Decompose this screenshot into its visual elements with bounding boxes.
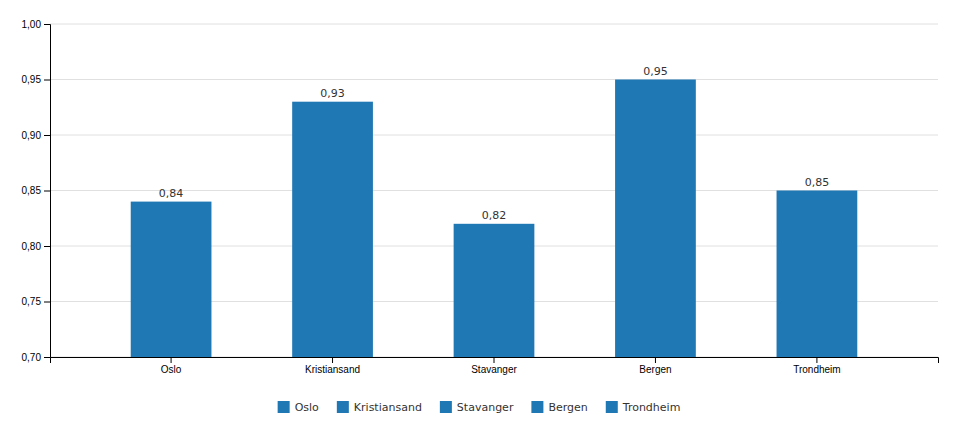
x-tick-mark bbox=[332, 357, 333, 363]
bar bbox=[131, 202, 212, 357]
bar bbox=[454, 224, 535, 357]
x-tick: Stavanger bbox=[471, 357, 517, 375]
bar bbox=[292, 102, 373, 357]
legend-label: Stavanger bbox=[457, 401, 514, 414]
x-tick-mark bbox=[171, 357, 172, 363]
y-tick-label: 0,95 bbox=[22, 74, 42, 85]
legend: Oslo Kristiansand Stavanger Bergen Trondheim bbox=[278, 401, 681, 414]
y-tick: 0,95 bbox=[22, 74, 50, 85]
legend-swatch bbox=[278, 401, 290, 413]
legend-item: Bergen bbox=[531, 401, 587, 414]
legend-label: Kristiansand bbox=[354, 401, 422, 414]
y-tick: 0,90 bbox=[22, 130, 50, 141]
y-axis: 0,70 0,75 0,80 0,85 0,90 0,95 1,00 bbox=[22, 19, 51, 363]
y-tick-mark bbox=[44, 302, 50, 303]
data-label: 0,85 bbox=[805, 176, 830, 189]
y-tick-label: 0,75 bbox=[22, 296, 42, 307]
x-tick-mark bbox=[655, 357, 656, 363]
y-axis-line bbox=[44, 25, 51, 358]
y-tick: 0,75 bbox=[22, 296, 50, 307]
legend-item: Stavanger bbox=[440, 401, 514, 414]
legend-swatch bbox=[440, 401, 452, 413]
y-tick-mark bbox=[44, 246, 50, 247]
legend-item: Trondheim bbox=[606, 401, 681, 414]
x-axis: Oslo Kristiansand Stavanger Bergen Trondheim bbox=[51, 357, 939, 375]
x-tick: Bergen bbox=[639, 357, 671, 375]
bar bbox=[615, 80, 696, 358]
chart-svg: 0,70 0,75 0,80 0,85 0,90 0,95 1,00 Oslo Kristian… bbox=[0, 0, 958, 429]
y-tick-label: 0,70 bbox=[22, 352, 42, 363]
legend-swatch bbox=[337, 401, 349, 413]
x-tick-label: Oslo bbox=[161, 364, 182, 375]
x-tick-label: Stavanger bbox=[471, 364, 517, 375]
y-tick-label: 0,90 bbox=[22, 130, 42, 141]
y-tick: 0,80 bbox=[22, 241, 50, 252]
x-tick-mark bbox=[494, 357, 495, 363]
bars bbox=[131, 80, 858, 358]
x-tick-label: Trondheim bbox=[793, 364, 840, 375]
y-tick-mark bbox=[44, 80, 50, 81]
legend-item: Oslo bbox=[278, 401, 319, 414]
y-tick: 1,00 bbox=[22, 19, 50, 30]
y-tick-label: 1,00 bbox=[22, 19, 42, 30]
legend-label: Bergen bbox=[548, 401, 587, 414]
y-tick-mark bbox=[44, 24, 50, 25]
x-tick-label: Bergen bbox=[639, 364, 671, 375]
y-tick-mark bbox=[44, 357, 50, 358]
x-axis-line bbox=[51, 358, 939, 364]
bar bbox=[777, 191, 858, 358]
x-tick-label: Kristiansand bbox=[305, 364, 360, 375]
legend-label: Trondheim bbox=[622, 401, 681, 414]
x-tick-mark bbox=[816, 357, 817, 363]
legend-label: Oslo bbox=[295, 401, 319, 414]
y-tick-mark bbox=[44, 135, 50, 136]
x-tick: Kristiansand bbox=[305, 357, 360, 375]
data-label: 0,84 bbox=[159, 187, 184, 200]
grid-line bbox=[50, 79, 938, 80]
grid-line bbox=[50, 24, 938, 25]
grid-line bbox=[50, 135, 938, 136]
y-tick: 0,70 bbox=[22, 352, 50, 363]
data-label: 0,95 bbox=[643, 65, 668, 78]
x-tick: Oslo bbox=[161, 357, 182, 375]
data-label: 0,93 bbox=[320, 87, 345, 100]
y-tick: 0,85 bbox=[22, 185, 50, 196]
y-tick-label: 0,85 bbox=[22, 185, 42, 196]
data-labels: 0,84 0,93 0,82 0,95 0,85 bbox=[159, 65, 829, 222]
x-tick: Trondheim bbox=[793, 357, 840, 375]
y-tick-label: 0,80 bbox=[22, 241, 42, 252]
data-label: 0,82 bbox=[482, 209, 507, 222]
legend-item: Kristiansand bbox=[337, 401, 422, 414]
legend-swatch bbox=[606, 401, 618, 413]
legend-swatch bbox=[531, 401, 543, 413]
y-tick-mark bbox=[44, 191, 50, 192]
chart-container: 0,70 0,75 0,80 0,85 0,90 0,95 1,00 Oslo Kristian… bbox=[0, 0, 958, 429]
